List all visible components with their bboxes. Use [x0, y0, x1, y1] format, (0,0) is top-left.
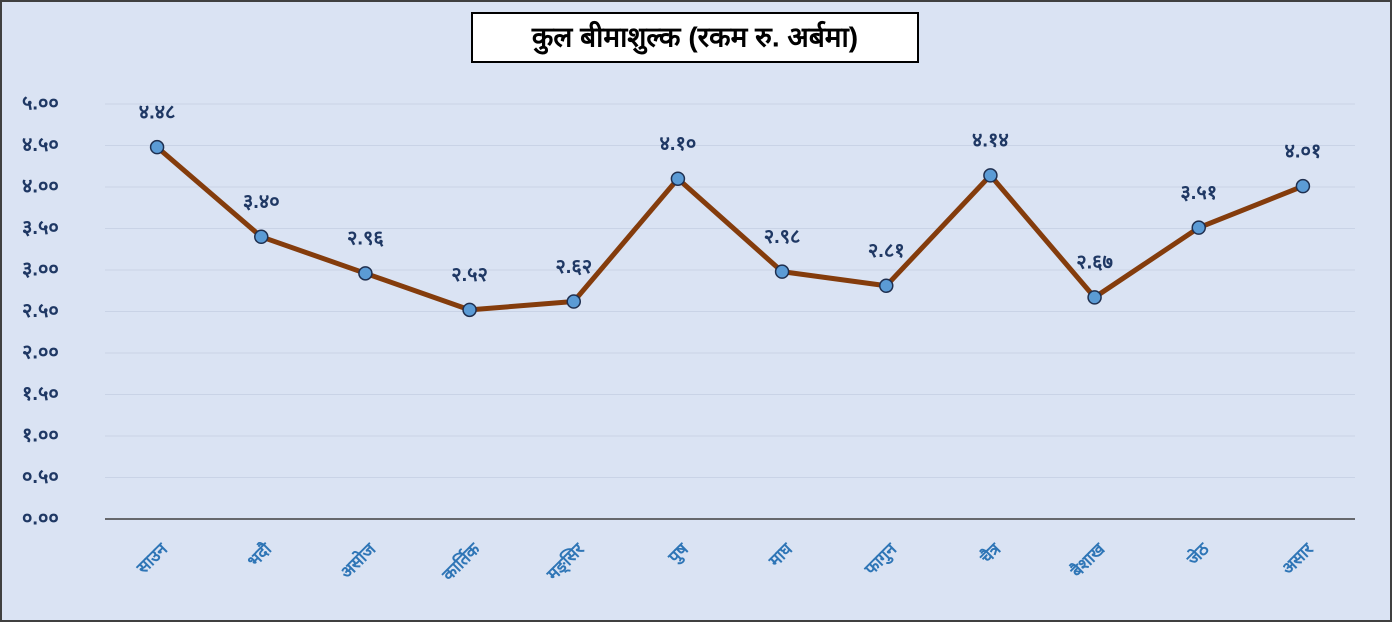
marker [358, 266, 373, 281]
y-tick-label: ४.०० [22, 175, 59, 197]
title-box [471, 12, 919, 63]
marker [254, 229, 269, 245]
marker [879, 278, 894, 294]
data-label: २.६२ [555, 256, 592, 278]
y-tick-label: ३.०० [22, 258, 59, 280]
y-tick-label: २.५० [22, 300, 59, 322]
y-tick-label: ४.५० [22, 134, 59, 156]
data-label: २.९६ [347, 228, 384, 250]
data-label: ४.१४ [972, 130, 1009, 152]
data-label: २.६७ [1076, 252, 1113, 274]
marker [1295, 178, 1311, 194]
data-label: ४.४८ [139, 101, 176, 123]
y-tick-label: १.५० [22, 383, 59, 405]
y-tick-label: ३.५० [22, 217, 59, 239]
data-label: ४.१० [660, 133, 697, 155]
data-label: २.८१ [868, 240, 905, 262]
marker [149, 139, 165, 155]
marker [1087, 290, 1102, 305]
y-tick-label: २.०० [22, 341, 59, 363]
y-tick-label: १.०० [22, 424, 59, 446]
series-line [155, 145, 1304, 313]
data-label: ३.५१ [1180, 182, 1217, 204]
data-label: ३.४० [243, 191, 280, 213]
marker [566, 294, 581, 309]
y-tick-label: ०.०० [22, 507, 59, 529]
marker [462, 302, 477, 318]
data-label: ४.०१ [1285, 140, 1322, 162]
y-tick-label: ५.०० [22, 92, 59, 114]
y-tick-label: ०.५० [22, 466, 59, 488]
chart-title: कुल बीमाशुल्क (रकम रु. अर्बमा) [531, 20, 858, 54]
marker [983, 168, 998, 183]
data-label: २.९८ [764, 226, 801, 248]
marker [670, 171, 686, 186]
marker [1191, 220, 1206, 235]
marker [774, 264, 790, 279]
data-label: २.५२ [451, 264, 488, 286]
